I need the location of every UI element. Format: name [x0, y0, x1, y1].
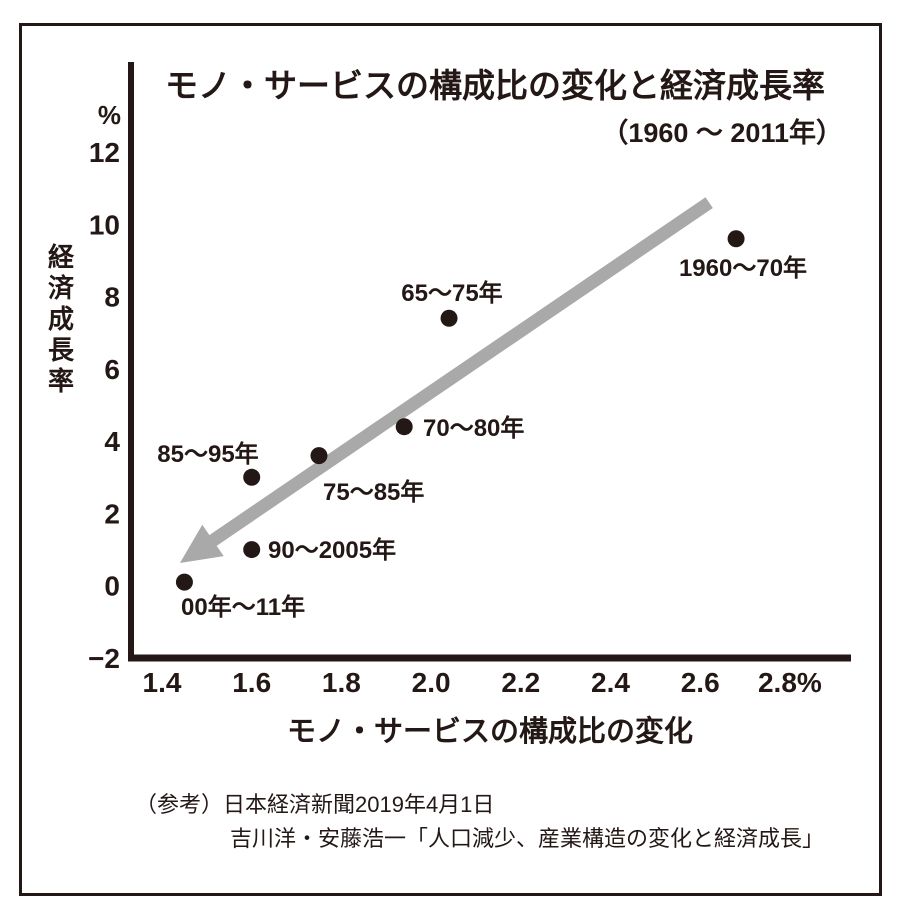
data-point — [175, 573, 193, 591]
x-tick-label: 1.6 — [232, 667, 271, 698]
data-point-label: 70～80年 — [423, 414, 524, 442]
y-tick-label: 8 — [104, 282, 120, 313]
data-point — [727, 230, 745, 248]
x-tick-label: 2.8% — [758, 667, 822, 698]
data-points: 1960～70年 65～75年 70～80年 75～85年 85～95年 90～2005年… — [157, 230, 807, 621]
y-tick-label: 0 — [104, 571, 120, 602]
data-point — [243, 541, 261, 559]
chart-title: モノ・サービスの構成比の変化と経済成長率 — [165, 67, 825, 104]
y-tick-label: −2 — [88, 643, 120, 674]
data-point — [395, 418, 413, 436]
data-point — [440, 309, 458, 327]
data-point-label: 00年～11年 — [181, 593, 305, 621]
caption-line-2: 吉川洋・安藤浩一「人口減少、産業構造の変化と経済成長」 — [230, 826, 824, 851]
x-tick-label: 2.2 — [501, 667, 540, 698]
y-tick-label: 12 — [89, 137, 120, 168]
y-tick-label: 2 — [104, 498, 120, 529]
x-tick-label: 1.8 — [322, 667, 361, 698]
data-point-label: 1960～70年 — [679, 254, 807, 282]
panel-border — [19, 23, 882, 896]
x-tick-label: 2.0 — [412, 667, 451, 698]
y-tick-labels: 12 10 8 6 4 2 0 −2 — [88, 137, 120, 674]
data-point — [243, 468, 261, 486]
data-point-label: 85～95年 — [157, 440, 258, 468]
x-axis-title: モノ・サービスの構成比の変化 — [287, 714, 693, 748]
x-tick-labels: 1.4 1.6 1.8 2.0 2.2 2.4 2.6 2.8% — [143, 667, 822, 698]
data-point-label: 65～75年 — [401, 279, 502, 307]
data-point-label: 90～2005年 — [268, 536, 396, 564]
x-tick-label: 1.4 — [143, 667, 182, 698]
x-tick-label: 2.4 — [591, 667, 630, 698]
data-point-label: 75～85年 — [323, 478, 424, 506]
trend-arrow — [179, 197, 713, 563]
y-axis-title: 経済成長率 — [48, 242, 75, 396]
y-tick-label: 4 — [104, 426, 120, 457]
data-point — [310, 447, 328, 465]
trend-arrow-head — [179, 524, 224, 563]
chart-subtitle: （1960 ～ 2011年） — [601, 117, 843, 148]
y-tick-label: 10 — [89, 209, 120, 240]
y-axis-unit: % — [98, 100, 121, 130]
y-tick-label: 6 — [104, 354, 120, 385]
trend-arrow-shaft — [201, 197, 713, 552]
x-tick-label: 2.6 — [681, 667, 720, 698]
caption-line-1: （参考）日本経済新聞2019年4月1日 — [135, 792, 494, 817]
